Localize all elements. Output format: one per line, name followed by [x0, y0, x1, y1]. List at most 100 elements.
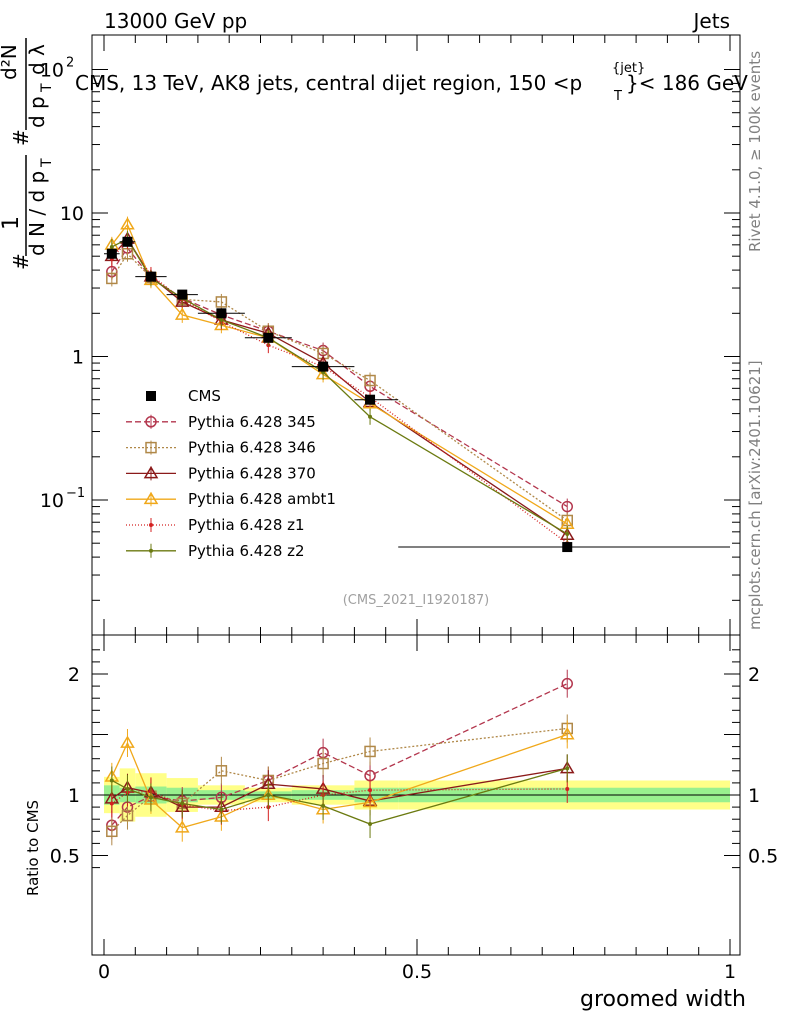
cms-point	[318, 361, 329, 372]
y-tick-label-main: 10	[60, 203, 84, 225]
title-end: }< 186 GeV	[626, 71, 748, 95]
marker-ambt1	[174, 307, 190, 320]
ylabel-dpt-sub: T	[39, 83, 55, 93]
ratio-marker-z2	[109, 778, 114, 783]
title-main: CMS, 13 TeV, AK8 jets, central dijet reg…	[75, 71, 582, 95]
cms-point	[365, 394, 376, 405]
legend-label-ambt1: Pythia 6.428 ambt1	[188, 490, 336, 508]
marker-p346	[364, 374, 376, 387]
ratio-bands	[92, 768, 740, 822]
marker-p346	[106, 272, 118, 285]
ratio-marker-z2	[368, 822, 373, 827]
ratio-y-label: Ratio to CMS	[24, 800, 42, 896]
header-left: 13000 GeV pp	[104, 9, 247, 33]
main-series	[104, 216, 730, 553]
legend-marker-cms	[146, 391, 156, 401]
cms-point	[562, 542, 573, 553]
y-tick-label-ratio-right: 2	[748, 664, 760, 686]
ratio-marker-p346	[317, 757, 329, 770]
legend-marker-p370	[143, 465, 159, 479]
ratio-marker-z2	[321, 803, 326, 808]
ratio-marker-z1	[109, 801, 114, 806]
legend-label-z1: Pythia 6.428 z1	[188, 516, 305, 534]
ratio-marker-ambt1	[120, 735, 135, 748]
y-tick-label-main: 1	[72, 347, 84, 369]
legend-marker-p345	[145, 416, 157, 428]
ratio-marker-z2	[148, 795, 153, 800]
ratio-marker-p346	[215, 765, 228, 777]
y-tick-label-main: 10	[40, 60, 64, 82]
marker-ambt1	[120, 217, 135, 230]
ratio-marker-z2	[565, 766, 570, 771]
y-tick-label-ratio-right: 1	[748, 785, 760, 807]
y-tick-label-main: 10	[40, 490, 64, 512]
ratio-marker-p346	[106, 825, 118, 838]
x-axis-label: groomed width	[580, 987, 746, 1012]
x-tick-label: 0	[98, 961, 110, 983]
legend-label-p370: Pythia 6.428 370	[188, 464, 316, 482]
legend-label-cms: CMS	[188, 387, 221, 405]
header-right: Jets	[692, 9, 730, 33]
y-tick-label-exp: −1	[66, 486, 85, 501]
series-line-z1	[111, 239, 568, 544]
ylabel-dlambda: d λ	[25, 44, 49, 75]
ratio-marker-ambt1	[559, 727, 575, 740]
title-sub: T	[613, 89, 622, 104]
cms-point	[177, 289, 188, 300]
legend: CMS Pythia 6.428 345 Pythia 6.428 346 Pythi…	[126, 387, 336, 560]
ylabel-dpt: d p	[25, 96, 49, 128]
ylabel-hash2: #	[9, 129, 33, 146]
cms-point	[106, 248, 117, 259]
ylabel-dn: d N / d p	[25, 171, 49, 256]
y-tick-label-exp: 2	[66, 56, 74, 71]
legend-marker-ambt1	[143, 491, 159, 505]
marker-z2	[368, 414, 373, 419]
ratio-line-p346	[111, 727, 568, 832]
marker-p345	[561, 500, 573, 513]
legend-label-p345: Pythia 6.428 345	[188, 413, 316, 431]
ratio-marker-z2	[180, 801, 185, 806]
legend-marker-z2	[149, 548, 153, 553]
legend-marker-z1	[149, 523, 153, 527]
marker-z2	[109, 244, 114, 249]
ratio-marker-p346	[364, 745, 376, 758]
ylabel-dn-sub: T	[39, 158, 55, 168]
marker-z2	[565, 531, 570, 536]
cms-point	[263, 332, 274, 343]
ratio-marker-ambt1	[174, 820, 190, 833]
ylabel-d2n: d²N	[0, 44, 21, 80]
ratio-marker-z2	[219, 807, 224, 812]
ratio-marker-p345	[561, 677, 573, 690]
x-tick-label: 1	[724, 961, 736, 983]
ratio-marker-z1	[368, 788, 373, 793]
marker-z2	[219, 317, 224, 322]
y-tick-label-ratio: 1	[68, 785, 80, 807]
rivet-label: Rivet 4.1.0, ≥ 100k events	[746, 51, 764, 252]
title-sup: {jet}	[612, 61, 645, 76]
legend-marker-p346	[145, 441, 157, 454]
ratio-marker-z2	[266, 793, 271, 797]
legend-label-z2: Pythia 6.428 z2	[188, 542, 305, 560]
y-tick-label-ratio: 0.5	[50, 846, 80, 868]
plot-title: CMS, 13 TeV, AK8 jets, central dijet reg…	[75, 61, 748, 104]
ratio-marker-ambt1	[362, 794, 378, 808]
ylabel-hash: #	[9, 253, 33, 270]
ratio-marker-z2	[125, 786, 130, 791]
cms-point	[122, 236, 133, 247]
ratio-marker-z1	[565, 786, 570, 791]
ratio-series	[104, 669, 575, 846]
ylabel-one: 1	[0, 216, 24, 230]
x-tick-label: 0.5	[402, 961, 432, 983]
watermark: (CMS_2021_I1920187)	[343, 593, 490, 608]
mcplots-label: mcplots.cern.ch [arXiv:2401.10621]	[746, 360, 764, 630]
legend-label-p346: Pythia 6.428 346	[188, 439, 316, 457]
y-tick-label-ratio-right: 0.5	[748, 846, 778, 868]
marker-p346	[215, 296, 228, 308]
y-tick-label-ratio: 2	[68, 664, 80, 686]
ratio-marker-p346	[121, 809, 134, 822]
series-line-ambt1	[111, 223, 568, 525]
main-y-label: # 1 d N / d p T # d²N d p T d λ	[0, 38, 55, 270]
cms-point	[145, 271, 156, 282]
cms-point	[216, 308, 227, 319]
